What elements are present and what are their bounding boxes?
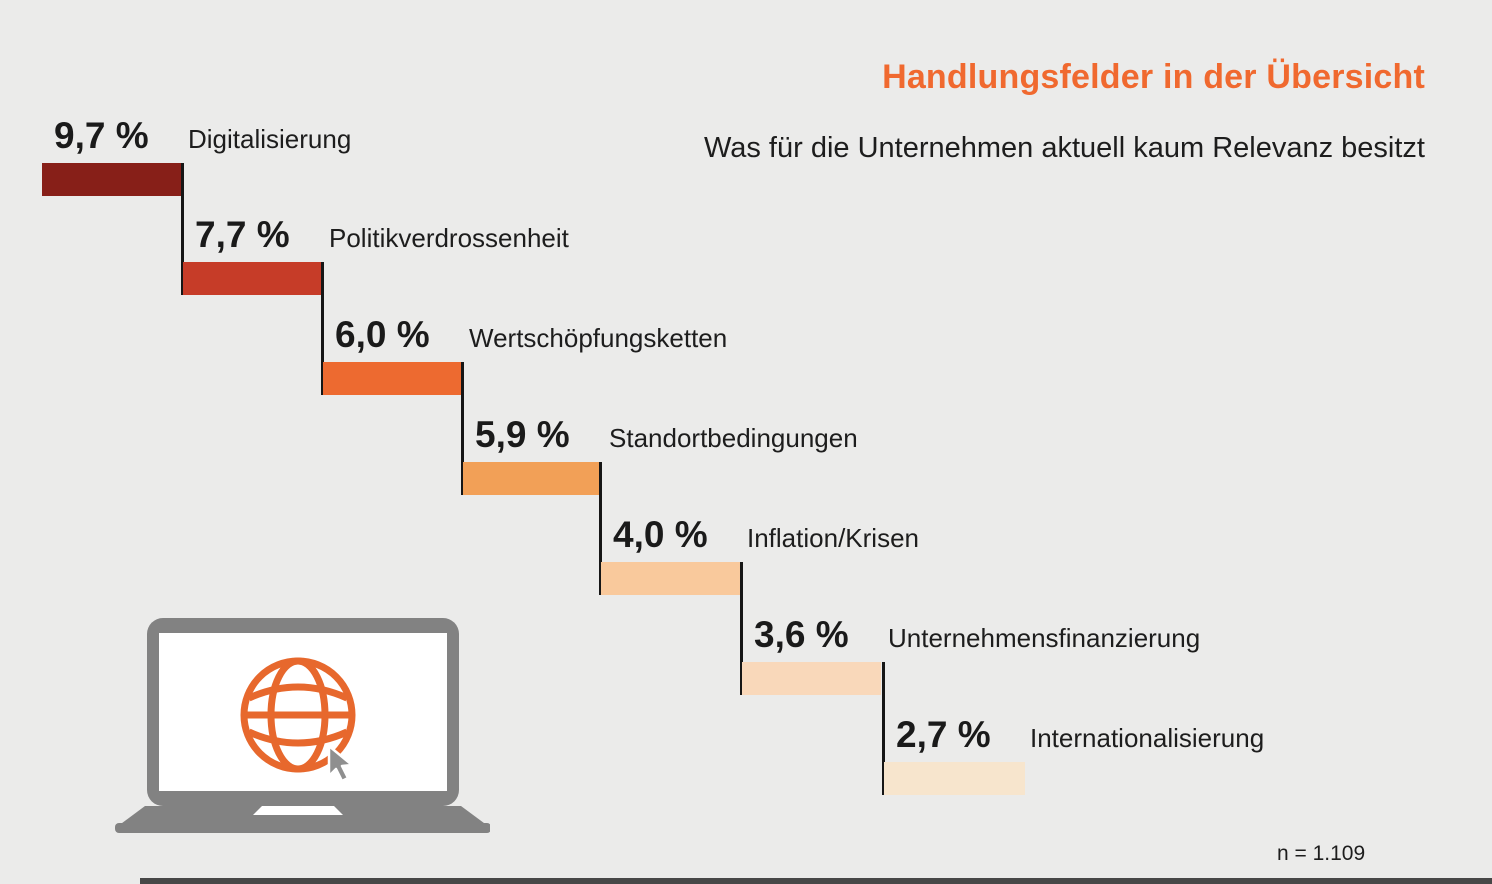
bar-value-label: 2,7 % (896, 714, 991, 755)
sample-size-note: n = 1.109 (1277, 842, 1366, 865)
bar-segment (323, 362, 462, 395)
chart-title: Handlungsfelder in der Übersicht (882, 58, 1425, 96)
step-connector-line (882, 662, 885, 795)
bar-value-label: 4,0 % (613, 514, 708, 555)
bar-category-label: Wertschöpfungsketten (469, 323, 728, 353)
chart-subtitle: Was für die Unternehmen aktuell kaum Rel… (703, 132, 1425, 164)
bar-segment (601, 562, 740, 595)
bar-segment (42, 163, 182, 196)
bar-category-label: Inflation/Krisen (747, 523, 919, 553)
bar-segment (742, 662, 881, 695)
bottom-edge-bar (140, 878, 1492, 884)
step-connector-line (321, 262, 324, 395)
step-connector-line (461, 362, 464, 495)
bar-segment (183, 262, 323, 295)
bar-value-label: 9,7 % (54, 115, 149, 156)
bar-category-label: Unternehmensfinanzierung (888, 623, 1201, 653)
bar-category-label: Internationalisierung (1030, 723, 1265, 753)
step-connector-line (181, 163, 184, 295)
bar-value-label: 3,6 % (754, 614, 849, 655)
bar-value-label: 6,0 % (335, 314, 430, 355)
bar-category-label: Standortbedingungen (609, 423, 858, 453)
bar-category-label: Digitalisierung (188, 124, 352, 154)
laptop-with-globe-icon (115, 618, 490, 833)
bar-value-label: 7,7 % (195, 214, 290, 255)
bar-category-label: Politikverdrossenheit (329, 223, 569, 253)
step-connector-line (599, 462, 602, 595)
cursor-icon (327, 744, 354, 783)
laptop-base (118, 806, 488, 826)
laptop-base-notch (253, 806, 343, 815)
bar-segment (463, 462, 600, 495)
laptop-base-lip (115, 823, 490, 833)
bar-segment (884, 762, 1025, 795)
step-connector-line (740, 562, 743, 695)
bar-value-label: 5,9 % (475, 414, 570, 455)
globe-icon (240, 657, 356, 773)
